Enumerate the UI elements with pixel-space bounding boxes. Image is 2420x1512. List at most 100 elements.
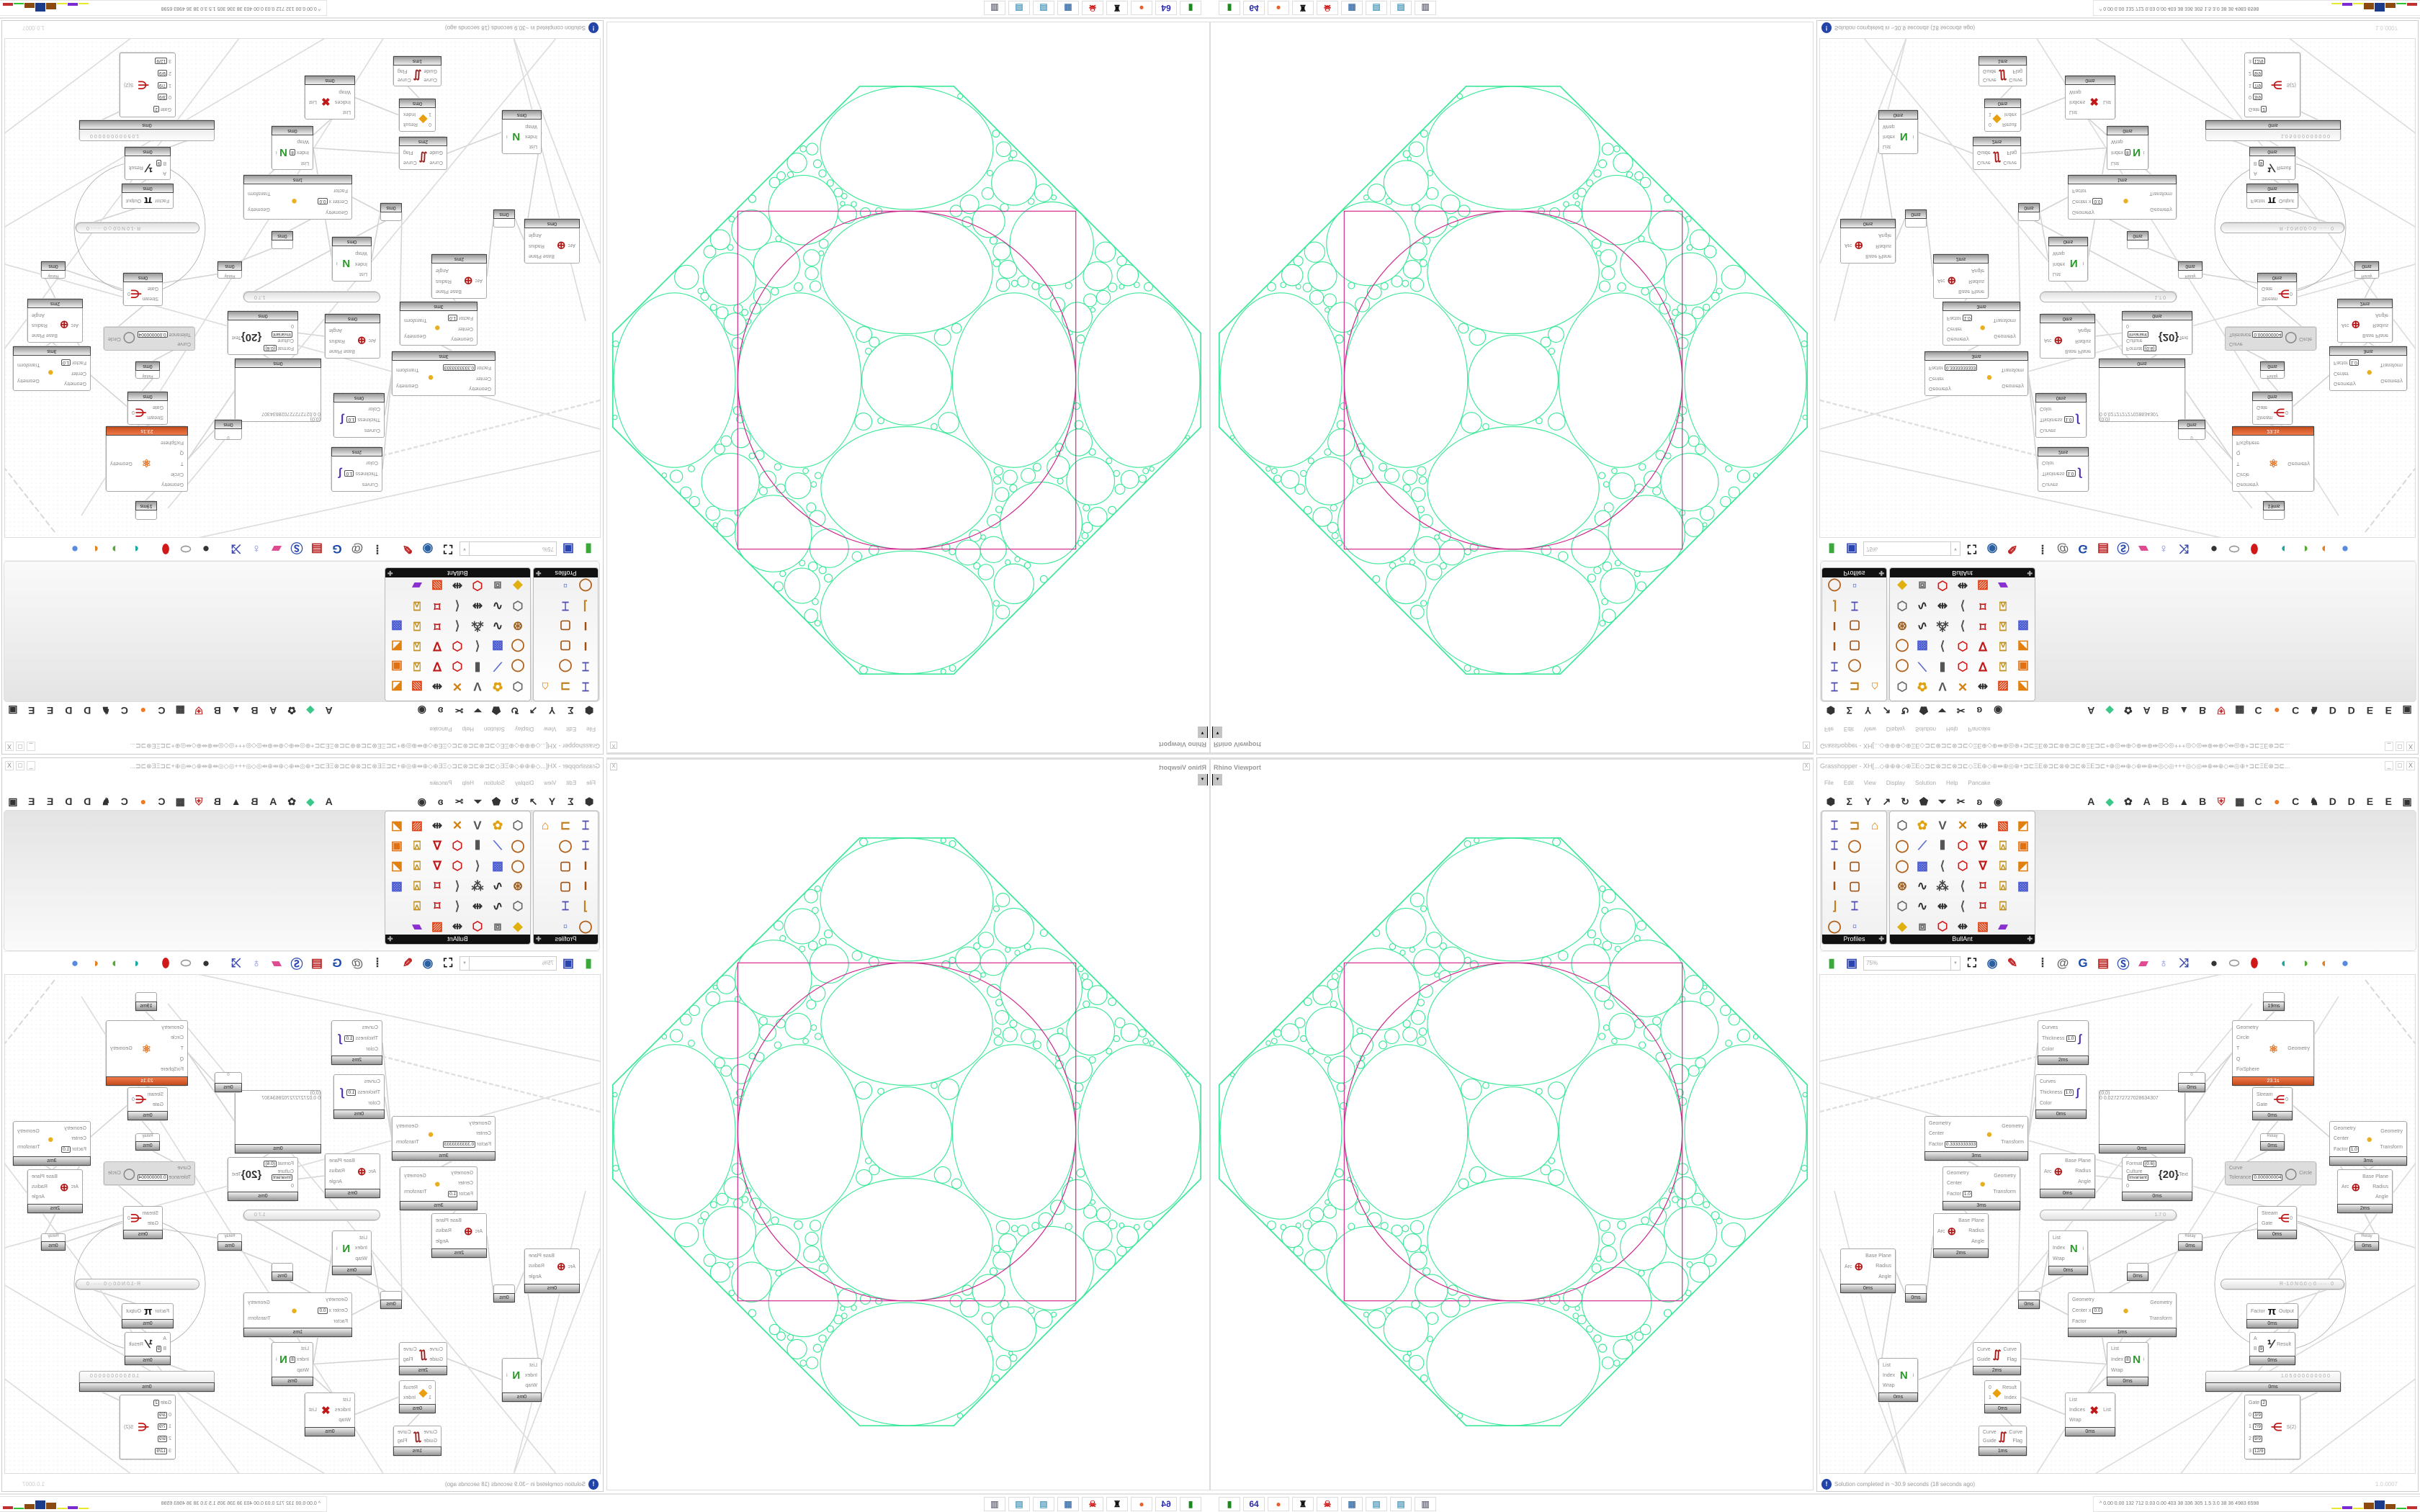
- output-param[interactable]: Geometry: [2287, 1046, 2310, 1051]
- input-param[interactable]: List: [2111, 1346, 2130, 1351]
- minimize-button[interactable]: _: [27, 761, 35, 770]
- ibeam-label-icon[interactable]: ⌶: [1830, 839, 1839, 852]
- lock-frame-icon[interactable]: ⍓: [413, 899, 421, 913]
- polyline-icon[interactable]: ⟨: [475, 859, 480, 873]
- c-channel-icon[interactable]: ⊐: [560, 819, 571, 832]
- input-param[interactable]: List: [2053, 1236, 2065, 1241]
- box-icon[interactable]: ⬡: [512, 899, 524, 913]
- box-icon[interactable]: ⬡: [1896, 819, 1908, 832]
- ibeam-label-icon[interactable]: ⌶: [581, 660, 590, 673]
- gh-component[interactable]: Curve Guide ∬ Curve Flag 2ms: [1973, 1342, 2021, 1375]
- input-param[interactable]: Color: [2040, 407, 2074, 412]
- gh-component[interactable]: Arc ⊕ Base Plane Radius Angle 0ms: [2040, 1153, 2095, 1198]
- orange-sphere-icon[interactable]: ◐: [91, 542, 99, 557]
- menu-display[interactable]: Display: [514, 726, 534, 732]
- number-slider[interactable]: R -1.0 N 0.0 ◇ 0 ······· 0: [76, 222, 200, 233]
- blue-sphere-icon[interactable]: ●: [2341, 542, 2349, 557]
- param-value[interactable]: 1.0: [344, 470, 354, 477]
- plane-blue-icon[interactable]: ⟋: [1918, 660, 1927, 673]
- rect-hollow-icon[interactable]: ▢: [1848, 639, 1861, 653]
- output-param[interactable]: Base Plane: [329, 1158, 355, 1164]
- number-slider[interactable]: 1.7 0: [2040, 1210, 2177, 1220]
- output-param[interactable]: Geometry: [110, 461, 133, 466]
- param-value[interactable]: 3/9: [2252, 94, 2262, 101]
- input-param[interactable]: Curve: [1983, 1430, 1996, 1435]
- rect-hollow-icon[interactable]: ▢: [559, 859, 572, 873]
- sheet-gradient-icon[interactable]: ◩: [390, 859, 403, 873]
- input-param[interactable]: Guide: [1983, 69, 1996, 74]
- output-param[interactable]: Circle: [2299, 336, 2312, 341]
- output-param[interactable]: Angle: [2375, 312, 2388, 318]
- search-icon[interactable]: Ⓢ: [290, 541, 303, 554]
- param-value[interactable]: 1.0: [346, 1089, 357, 1096]
- input-param[interactable]: Stream: [2257, 415, 2273, 420]
- output-param[interactable]: List: [2103, 1408, 2111, 1413]
- param-value[interactable]: 0.0: [2092, 1307, 2102, 1314]
- input-param[interactable]: Arc: [2341, 323, 2349, 328]
- crystal-icon[interactable]: ◆: [306, 795, 315, 807]
- output-param[interactable]: Base Plane: [436, 289, 462, 294]
- output-param[interactable]: Transform: [1993, 1189, 2016, 1194]
- input-param[interactable]: List: [355, 271, 367, 276]
- maximize-button[interactable]: □: [2396, 742, 2404, 751]
- sheet-red-icon[interactable]: ▧: [431, 579, 444, 593]
- output-param[interactable]: i: [336, 1246, 338, 1251]
- curve-icon[interactable]: ∿: [1917, 899, 1928, 913]
- rooster-icon[interactable]: ♞: [101, 795, 111, 807]
- output-param[interactable]: Base Plane: [1958, 289, 1984, 294]
- input-param[interactable]: FixSphere: [2236, 1067, 2259, 1072]
- input-param[interactable]: Format{0.6}: [261, 345, 294, 352]
- small-squares-icon[interactable]: ▫: [563, 919, 568, 933]
- c-channel-icon[interactable]: ⊐: [1849, 819, 1860, 832]
- gh-component[interactable]: Curve Guide ∬ Curve Flag 1ms: [393, 1426, 442, 1456]
- output-param[interactable]: Index: [2004, 112, 2017, 117]
- orange-sphere-icon[interactable]: ◐: [2321, 955, 2329, 970]
- output-param[interactable]: Result: [403, 122, 418, 127]
- param-value[interactable]: 0.3333333333: [442, 364, 476, 372]
- gh-component[interactable]: Stream Gate ⋲ 0 0ms: [127, 392, 168, 425]
- input-param[interactable]: Index: [2053, 1246, 2065, 1251]
- param-value[interactable]: 0.0: [318, 198, 328, 205]
- input-param[interactable]: Stream: [142, 297, 158, 302]
- sphere-ring-icon[interactable]: ⊛: [1896, 619, 1908, 633]
- fork-icon[interactable]: Y: [548, 796, 556, 807]
- menu-solution[interactable]: Solution: [483, 726, 505, 732]
- input-param[interactable]: Curve: [1977, 161, 1991, 166]
- cube-blue-icon[interactable]: ▩: [491, 639, 504, 653]
- output-param[interactable]: Output: [126, 198, 142, 203]
- input-param[interactable]: Index: [1883, 1373, 1895, 1378]
- output-param[interactable]: i: [336, 261, 338, 266]
- cylinder-icon[interactable]: ⬭: [180, 955, 192, 970]
- input-param[interactable]: Arc: [1845, 1264, 1852, 1269]
- output-param[interactable]: Index: [403, 112, 416, 117]
- output-param[interactable]: Text: [232, 1172, 241, 1177]
- output-param[interactable]: 0: [127, 1215, 130, 1221]
- chevron-down-icon[interactable]: ▼: [460, 542, 470, 556]
- v-red-icon[interactable]: ∇: [1978, 639, 1987, 653]
- input-param[interactable]: Tolerance0.000000004: [137, 1174, 191, 1182]
- input-param[interactable]: Guide: [1977, 150, 1991, 156]
- curve-icon[interactable]: ∿: [492, 899, 503, 913]
- box-icon[interactable]: ⬡: [512, 819, 524, 832]
- output-param[interactable]: Geometry: [2150, 207, 2172, 212]
- viewport-dropdown[interactable]: ▾: [1212, 726, 1222, 738]
- skull-app-icon[interactable]: ☠: [1317, 1, 1338, 15]
- input-param[interactable]: Color: [346, 1101, 380, 1106]
- polyline-icon[interactable]: ⟨: [454, 899, 460, 913]
- pentagon-icon[interactable]: ⬟: [491, 705, 501, 717]
- input-param[interactable]: List: [2053, 271, 2065, 276]
- input-param[interactable]: 0: [1989, 1385, 1991, 1390]
- letter-d-icon[interactable]: D: [84, 705, 91, 716]
- input-param[interactable]: 0: [261, 1184, 294, 1189]
- firefox-icon[interactable]: ●: [1131, 1497, 1152, 1511]
- menu-edit[interactable]: Edit: [566, 726, 577, 732]
- output-param[interactable]: Curve: [2009, 1429, 2022, 1435]
- gh-component[interactable]: Stream Gate ⋲ 0 0ms: [2252, 392, 2293, 425]
- number-slider[interactable]: 1.7 0: [243, 1210, 380, 1220]
- param-value[interactable]: Invariant: [272, 1174, 292, 1182]
- param-value[interactable]: 3/9: [158, 94, 168, 101]
- output-param[interactable]: Text: [2179, 335, 2188, 340]
